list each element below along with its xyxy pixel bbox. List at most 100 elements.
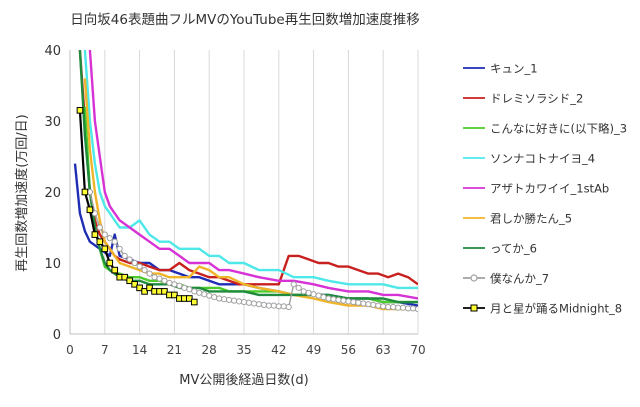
data-point	[186, 295, 193, 302]
legend-item: キュン_1	[463, 62, 538, 76]
data-point	[255, 301, 263, 308]
x-tick-label: 7	[101, 343, 109, 357]
data-point	[414, 306, 418, 313]
data-point	[181, 284, 188, 291]
data-point	[111, 266, 119, 274]
series-8	[86, 188, 418, 313]
legend-item: アザトカワイイ_1stAb	[463, 182, 609, 196]
x-tick-label: 63	[376, 343, 391, 357]
legend-label: 君しか勝たん_5	[490, 212, 572, 226]
data-point	[101, 231, 108, 238]
data-point	[221, 296, 228, 303]
data-point	[265, 302, 272, 309]
data-point	[111, 238, 118, 245]
data-point	[91, 231, 99, 238]
legend-marker	[470, 304, 478, 312]
data-point	[136, 284, 143, 292]
data-point	[320, 293, 327, 301]
data-point	[101, 245, 109, 253]
legend-marker	[470, 274, 478, 282]
x-tick-label: 14	[132, 343, 147, 357]
data-point	[116, 245, 123, 252]
data-point	[230, 297, 238, 304]
data-point	[131, 259, 138, 267]
x-tick-label: 28	[202, 343, 217, 357]
legend-label: こんなに好きに(以下略)_3	[490, 122, 627, 136]
legend-label: アザトカワイイ_1stAb	[490, 182, 609, 196]
data-point	[131, 281, 138, 288]
data-point	[305, 289, 312, 296]
data-point	[121, 252, 128, 259]
y-tick-label: 30	[44, 115, 61, 130]
data-point	[225, 296, 233, 304]
data-point	[295, 284, 302, 291]
data-point	[136, 263, 143, 270]
data-point	[141, 267, 148, 274]
data-point	[404, 305, 412, 312]
data-point	[81, 188, 89, 196]
x-tick-label: 42	[271, 343, 286, 357]
series-line	[78, 50, 418, 286]
data-point	[161, 288, 168, 295]
y-tick-label: 0	[53, 328, 61, 343]
data-point	[190, 298, 198, 306]
data-point	[385, 303, 392, 311]
legend-label: キュン_1	[490, 62, 538, 76]
data-point	[146, 284, 153, 292]
data-point	[315, 292, 322, 299]
x-tick-label: 21	[167, 343, 182, 357]
data-point	[365, 301, 372, 308]
data-point	[350, 298, 357, 306]
y-tick-label: 20	[44, 186, 61, 201]
chart-title: 日向坂46表題曲フルMVのYouTube再生回数増加速度推移	[70, 12, 419, 28]
y-axis-label: 再生回数増加速度(万回/日)	[14, 114, 30, 272]
legend-item: ってか_6	[463, 242, 537, 256]
data-point	[300, 288, 307, 295]
legend-item: ドレミソラシド_2	[463, 92, 583, 106]
data-point	[235, 298, 243, 305]
legend-label: ドレミソラシド_2	[490, 92, 583, 106]
data-point	[390, 303, 397, 311]
data-point	[96, 238, 104, 245]
data-point	[211, 293, 218, 301]
data-point	[380, 303, 387, 310]
data-point	[310, 291, 317, 298]
data-point	[76, 107, 84, 114]
data-point	[171, 291, 178, 299]
data-point	[196, 289, 203, 296]
data-point	[330, 296, 337, 303]
data-point	[186, 286, 193, 293]
data-point	[96, 224, 103, 231]
series-2	[78, 50, 418, 286]
legend-item: こんなに好きに(以下略)_3	[463, 122, 627, 136]
data-point	[340, 297, 347, 304]
legend: キュン_1 ドレミソラシド_2 こんなに好きに(以下略)_3 ソンナコトナイヨ_4 アザ…	[463, 62, 627, 316]
data-point	[409, 305, 417, 312]
legend-label: 僕なんか_7	[490, 272, 549, 286]
data-point	[106, 259, 114, 267]
series-line	[83, 78, 418, 311]
data-point	[375, 302, 382, 309]
series-line	[88, 50, 418, 300]
x-tick-label: 35	[236, 343, 251, 357]
data-point	[176, 282, 183, 289]
data-point	[166, 279, 173, 286]
legend-label: 月と星が踊るMidnight_8	[490, 302, 622, 316]
data-point	[126, 256, 133, 263]
data-point	[280, 303, 287, 310]
y-tick-label: 10	[44, 257, 61, 272]
data-point	[395, 304, 402, 311]
data-point	[360, 300, 367, 307]
data-point	[399, 304, 407, 311]
data-point	[161, 277, 168, 284]
legend-item: 月と星が踊るMidnight_8	[463, 302, 622, 316]
x-axis-label: MV公開後経過日数(d)	[179, 373, 309, 388]
data-point	[275, 303, 282, 310]
data-point	[141, 288, 148, 295]
series-4	[83, 50, 418, 290]
data-point	[146, 270, 153, 277]
data-point	[335, 296, 342, 304]
data-point	[91, 210, 98, 217]
